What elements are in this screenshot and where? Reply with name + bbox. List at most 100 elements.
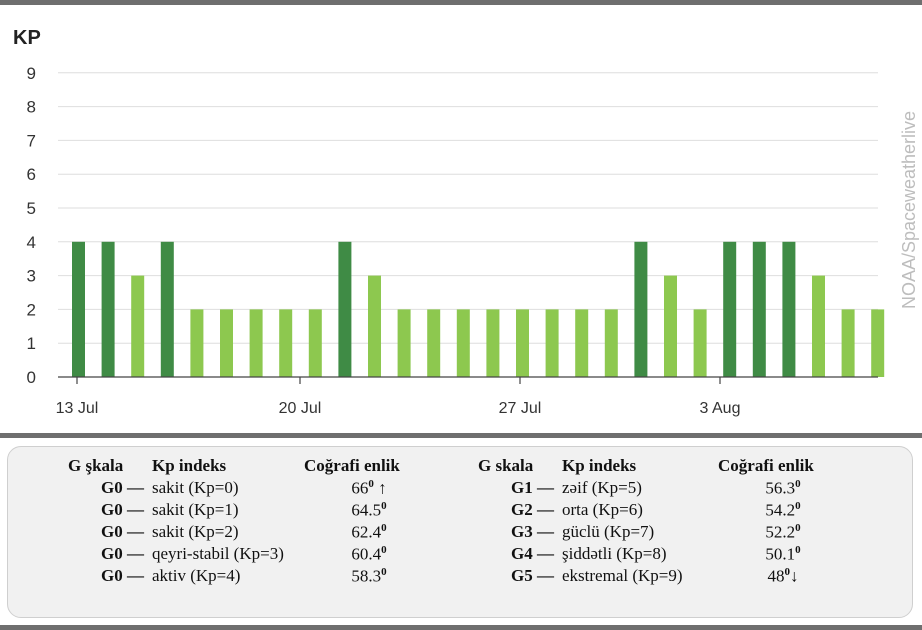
latitude-value: 50.10 — [718, 543, 848, 565]
degree-mark: 0 — [381, 565, 387, 578]
latitude-number: 50.1 — [765, 544, 796, 564]
bottom-border — [0, 625, 922, 630]
kp-bar — [545, 309, 559, 377]
g-level: G3 — — [511, 522, 554, 541]
kp-bar — [456, 309, 470, 377]
g-level: G1 — — [511, 478, 554, 497]
latitude-value: 58.30 — [304, 565, 434, 587]
y-tick-label: 4 — [27, 233, 36, 252]
rows-right: G1 — zəif (Kp=5) 56.30 G2 — orta (Kp=6) 54.20… — [478, 477, 848, 587]
header-latitude: Coğrafi enlik — [304, 456, 400, 475]
g-level: G0 — — [101, 566, 144, 585]
header-latitude: Coğrafi enlik — [718, 456, 814, 475]
watermark-text: NOAA/Spaceweatherlive — [899, 111, 919, 309]
kp-bar — [693, 309, 707, 377]
g-scale-row: G3 — güclü (Kp=7) 52.20 — [478, 521, 848, 543]
y-tick-label: 6 — [27, 165, 36, 184]
latitude-value: 52.20 — [718, 521, 848, 543]
g-level: G0 — — [101, 500, 144, 519]
g-scale-row: G0 — sakit (Kp=2) 62.40 — [68, 521, 434, 543]
kp-bar — [160, 241, 174, 377]
kp-bar — [634, 241, 648, 377]
g-level: G0 — — [101, 522, 144, 541]
latitude-number: 60.4 — [351, 544, 382, 564]
g-level: G4 — — [511, 544, 554, 563]
latitude-value: 60.40 — [304, 543, 434, 565]
latitude-value: 64.50 — [304, 499, 434, 521]
g-scale-table-right: G skala Kp indeks Coğrafi enlik G1 — zəif… — [478, 455, 848, 587]
latitude-number: 62.4 — [351, 522, 382, 542]
latitude-number: 58.3 — [351, 566, 382, 586]
latitude-value: 62.40 — [304, 521, 434, 543]
kp-bar — [190, 309, 204, 377]
y-tick-label: 2 — [27, 300, 36, 319]
y-tick-label: 1 — [27, 334, 36, 353]
kp-description: ekstremal (Kp=9) — [562, 566, 683, 585]
degree-mark: 0 — [795, 543, 801, 556]
x-tick-label: 3 Aug — [700, 400, 741, 417]
kp-bar — [101, 241, 115, 377]
g-scale-row: G4 — şiddətli (Kp=8) 50.10 — [478, 543, 848, 565]
kp-description: zəif (Kp=5) — [562, 478, 642, 497]
kp-bar — [812, 275, 825, 377]
kp-bar — [72, 241, 85, 377]
top-border — [0, 0, 922, 5]
g-scale-row: G0 — qeyri-stabil (Kp=3) 60.40 — [68, 543, 434, 565]
g-level: G5 — — [511, 566, 554, 585]
g-level: G0 — — [101, 544, 144, 563]
degree-mark: 0 — [795, 499, 801, 512]
degree-mark: 0 — [381, 499, 387, 512]
kp-bar — [841, 309, 855, 377]
x-tick-label: 20 Jul — [279, 400, 322, 417]
rows-left: G0 — sakit (Kp=0) 660 ↑ G0 — sakit (Kp=1) 64.… — [68, 477, 434, 587]
kp-description: aktiv (Kp=4) — [152, 566, 241, 585]
g-scale-row: G0 — sakit (Kp=1) 64.50 — [68, 499, 434, 521]
latitude-number: 64.5 — [351, 500, 382, 520]
degree-mark: 0 — [381, 543, 387, 556]
y-tick-label: 5 — [27, 199, 36, 218]
latitude-value: 660 ↑ — [304, 477, 434, 499]
kp-description: şiddətli (Kp=8) — [562, 544, 667, 563]
latitude-value: 56.30 — [718, 477, 848, 499]
header-kp-index: Kp indeks — [562, 456, 637, 475]
kp-bar — [368, 275, 381, 377]
kp-description: sakit (Kp=1) — [152, 500, 239, 519]
kp-bar — [279, 309, 293, 377]
degree-mark: 0 — [368, 477, 374, 490]
kp-bar — [575, 309, 589, 377]
y-tick-label: 9 — [27, 64, 36, 83]
kp-bar — [249, 309, 263, 377]
x-tick-label: 27 Jul — [499, 400, 542, 417]
g-scale-row: G0 — aktiv (Kp=4) 58.30 — [68, 565, 434, 587]
kp-bar — [752, 241, 766, 377]
g-scale-table-left: G şkala Kp indeks Coğrafi enlik G0 — saki… — [68, 455, 434, 587]
x-tick-label: 13 Jul — [56, 400, 99, 417]
kp-bar-chart: 0 1 2 3 4 5 6 7 8 9 KP 13 Jul 20 Jul 27 Jul 3 Aug NOAA/… — [13, 27, 919, 417]
latitude-number: 66 — [351, 478, 369, 498]
kp-bar — [871, 309, 885, 377]
kp-description: sakit (Kp=2) — [152, 522, 239, 541]
g-scale-legend: G şkala Kp indeks Coğrafi enlik G0 — saki… — [7, 446, 913, 618]
arrow-up-icon: ↑ — [373, 478, 387, 498]
middle-border — [0, 433, 922, 438]
degree-mark: 0 — [784, 565, 791, 578]
kp-bar — [516, 309, 529, 377]
kp-bar — [220, 309, 233, 377]
latitude-value: 480↓ — [718, 565, 848, 587]
y-tick-label: 8 — [27, 98, 36, 117]
kp-description: sakit (Kp=0) — [152, 478, 239, 497]
degree-mark: 0 — [381, 521, 387, 534]
y-tick-label: 0 — [27, 368, 36, 387]
g-level: G2 — — [511, 500, 554, 519]
kp-bar — [782, 241, 796, 377]
kp-bar — [427, 309, 441, 377]
kp-bar — [664, 275, 677, 377]
latitude-number: 56.3 — [765, 478, 796, 498]
kp-description: orta (Kp=6) — [562, 500, 643, 519]
kp-bar — [604, 309, 618, 377]
kp-bar — [338, 241, 352, 377]
header-g-scale: G skala — [478, 456, 534, 475]
g-scale-row: G1 — zəif (Kp=5) 56.30 — [478, 477, 848, 499]
latitude-number: 54.2 — [765, 500, 796, 520]
degree-mark: 0 — [795, 521, 801, 534]
